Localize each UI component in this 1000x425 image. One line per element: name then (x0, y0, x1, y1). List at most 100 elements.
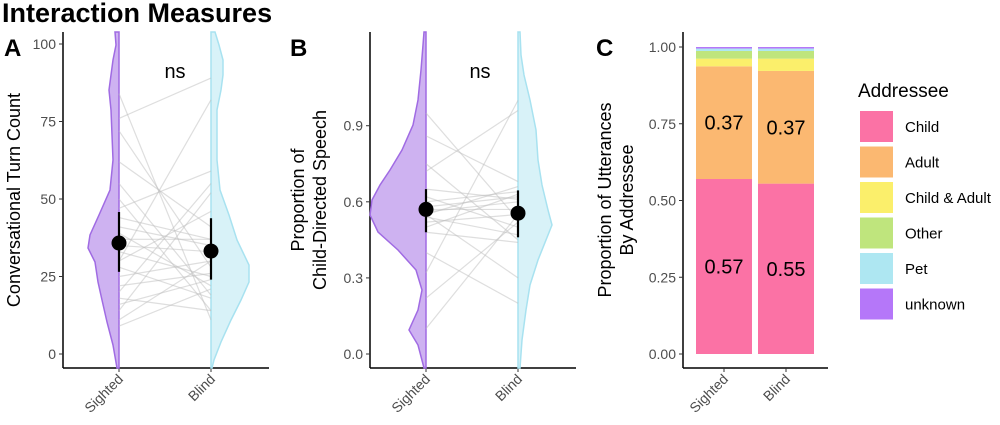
panel-label-c: C (596, 35, 613, 62)
panel-b-paired-line (425, 196, 519, 208)
legend-label-child-adult: Child & Adult (905, 190, 992, 207)
panel-c-ytick-label: 1.00 (649, 39, 676, 55)
panel-c-ytick-label: 0.50 (649, 193, 676, 209)
panel-a-paired-line (118, 279, 212, 305)
legend-swatch-child-adult (860, 182, 893, 213)
panel-b-paired-line (425, 135, 519, 183)
bar-label-child-blind: 0.55 (767, 259, 806, 281)
panel-a-paired-line (118, 130, 212, 268)
panel-b-significance: ns (469, 61, 490, 83)
panel-a-ytick-label: 25 (40, 269, 56, 285)
panel-a-paired-line (118, 161, 212, 228)
bar-segment-unknown-blind (758, 47, 814, 49)
legend-label-other: Other (905, 226, 943, 243)
bar-segment-other-sighted (696, 50, 752, 59)
panel-b-violin-sighted (369, 31, 427, 369)
panel-c: C Proportion of Utterances By Addressee … (595, 32, 992, 416)
panel-a-ytick-label: 75 (40, 114, 56, 130)
panel-a-paired-line (118, 232, 212, 287)
panel-a-mean-point-blind (203, 243, 219, 259)
panel-a-paired-line (118, 260, 212, 321)
panel-c-ytick-label: 0.75 (649, 116, 676, 132)
panel-b-ytick-label: 0.0 (344, 346, 364, 362)
bar-label-adult-sighted: 0.37 (705, 113, 744, 135)
bar-segment-child-sighted (696, 179, 752, 354)
legend-swatch-child (860, 111, 893, 142)
panel-b-ytick-label: 0.6 (344, 194, 364, 210)
legend-swatch-other (860, 217, 893, 249)
panel-b-mean-point-sighted (418, 201, 434, 217)
panel-a-ytick-label: 0 (48, 346, 56, 362)
bar-segment-pet-sighted (696, 48, 752, 51)
panel-a-paired-line (118, 260, 212, 278)
panel-a-ytick-label: 100 (33, 36, 57, 52)
panel-b-ytick-label: 0.3 (344, 270, 364, 286)
bar-segment-other-blind (758, 50, 814, 59)
legend-title: Addressee (858, 81, 949, 102)
panel-b-paired-line (425, 214, 519, 279)
legend-label-child: Child (905, 119, 939, 136)
panel-b-paired-line (425, 231, 519, 243)
panel-c-ylabel-line1: Proportion of Utterances (595, 102, 615, 297)
legend-label-adult: Adult (905, 155, 940, 172)
panel-label-b: B (290, 35, 307, 62)
panel-a-violin-sighted (87, 31, 120, 369)
legend-label-unknown: unknown (905, 297, 965, 314)
panel-a-paired-line (118, 170, 212, 209)
panel-a-significance: ns (164, 61, 185, 83)
panel-label-a: A (4, 35, 21, 62)
panel-c-ytick-label: 0.00 (649, 346, 676, 362)
panel-b-violin-blind (517, 31, 553, 369)
bar-segment-unknown-sighted (696, 47, 752, 49)
panel-b-ytick-label: 0.9 (344, 118, 364, 134)
panel-b-paired-line (425, 110, 519, 172)
bar-segment-child-blind (758, 183, 814, 354)
panel-a-paired-line (118, 272, 212, 287)
bar-segment-child-adult-blind (758, 58, 814, 71)
legend: Child Adult Child & Adult Other Pet unknown (860, 111, 992, 320)
bar-label-adult-blind: 0.37 (767, 117, 806, 139)
panel-a-mean-point-sighted (111, 235, 127, 251)
panel-a-paired-line (118, 77, 212, 119)
panel-b-xtick-label-sighted: Sighted (388, 371, 433, 416)
panel-b-ylabel-line2: Child-Directed Speech (310, 110, 330, 290)
panel-b-paired-line (425, 112, 519, 220)
panel-a-paired-line (118, 198, 212, 311)
bar-segment-adult-sighted (696, 66, 752, 180)
panel-a-paired-line (118, 251, 212, 278)
panel-b-paired-line (425, 186, 519, 216)
panel-a-violin-blind (210, 31, 250, 369)
bar-segment-child-adult-sighted (696, 58, 752, 67)
panel-a-paired-line (118, 210, 212, 262)
legend-swatch-unknown (860, 288, 893, 320)
panel-b-ylabel-line1: Proportion of (288, 147, 308, 251)
panel-b-paired-line (425, 214, 519, 330)
bar-segment-pet-blind (758, 48, 814, 51)
legend-swatch-pet (860, 253, 893, 284)
panel-a-paired-line (118, 217, 212, 240)
bar-label-child-sighted: 0.57 (705, 257, 744, 279)
panel-a-paired-line (118, 244, 212, 253)
panel-a-paired-line (118, 99, 212, 262)
panel-b: B Proportion of Child-Directed Speech ns… (288, 31, 576, 416)
panel-b-xtick-label-blind: Blind (492, 371, 525, 404)
panel-b-paired-line (425, 188, 519, 200)
panel-b-paired-line (425, 213, 519, 223)
panel-a-ylabel: Conversational Turn Count (4, 93, 24, 307)
panel-a-paired-line (118, 288, 212, 327)
panel-c-xtick-label-blind: Blind (760, 371, 793, 404)
panel-a-xtick-label-sighted: Sighted (81, 371, 126, 416)
panel-a: A Conversational Turn Count ns 0 25 50 75 10… (4, 31, 269, 416)
panel-c-ylabel-line2: By Addressee (617, 144, 637, 255)
panel-a-paired-line (118, 93, 212, 321)
panel-b-paired-line (425, 191, 519, 203)
panel-a-ytick-label: 50 (40, 191, 56, 207)
panel-b-paired-line (425, 252, 519, 304)
panel-b-paired-line (425, 216, 519, 236)
panel-a-xtick-label-blind: Blind (185, 371, 218, 404)
panel-a-paired-line (118, 266, 212, 299)
panel-b-paired-line (425, 100, 519, 274)
panel-c-ytick-label: 0.25 (649, 269, 676, 285)
figure-title: Interaction Measures (2, 0, 272, 28)
panel-b-paired-line (425, 193, 519, 228)
